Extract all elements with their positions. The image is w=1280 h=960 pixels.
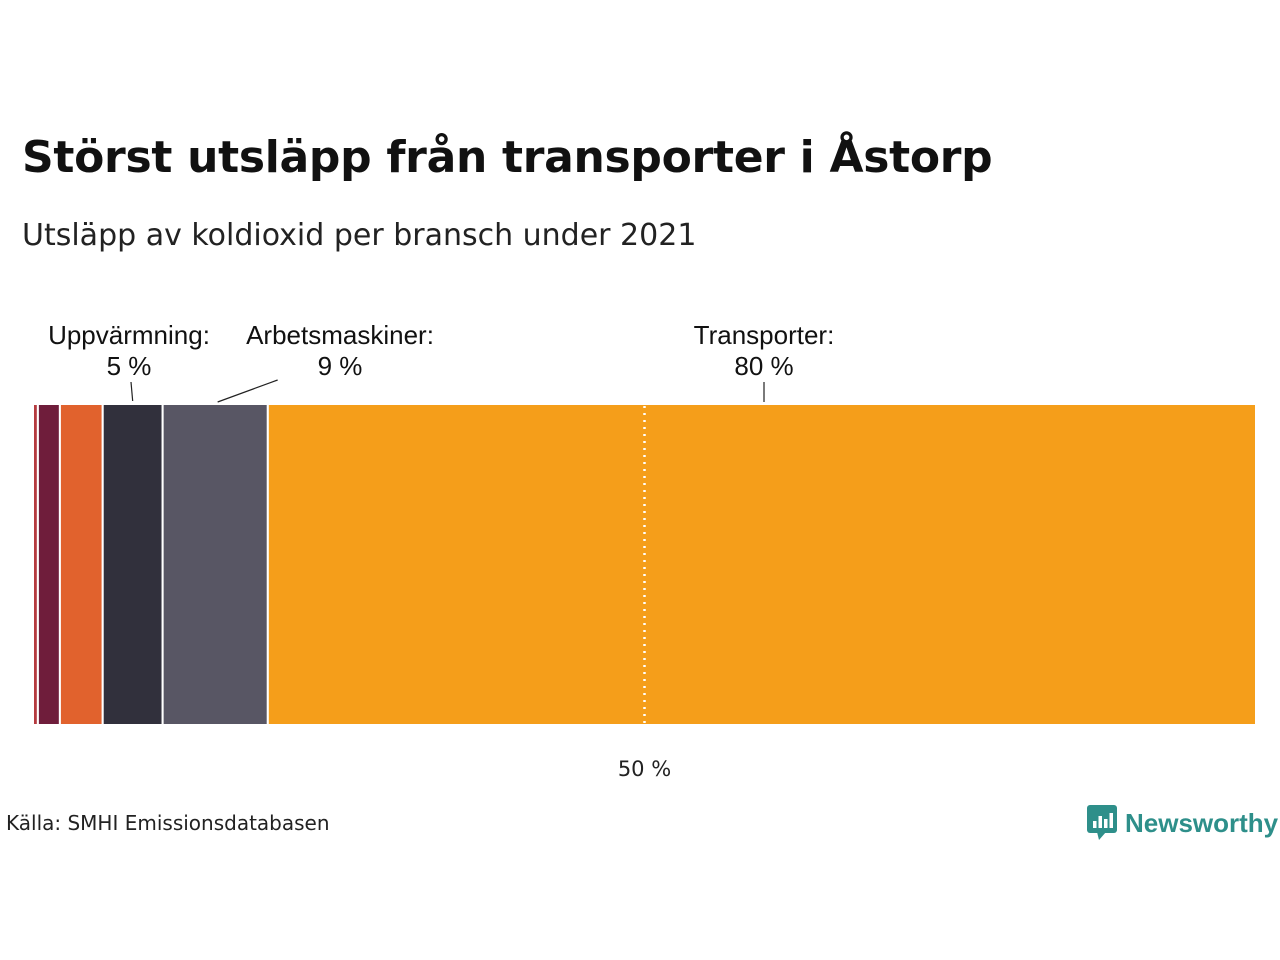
segment-label-arbetsmaskiner: Arbetsmaskiner: [246, 320, 434, 350]
segment-labels: Uppvärmning:5 % Arbetsmaskiner:9 % Transpo… [48, 320, 835, 403]
brand-logo: Newsworthy [1087, 803, 1278, 843]
segment-value-arbetsmaskiner: 9 % [318, 351, 363, 381]
stacked-bar-chart: Uppvärmning:5 % Arbetsmaskiner:9 % Transpo… [32, 320, 1258, 781]
segment-value-transporter: 80 % [734, 351, 793, 381]
bar-segment-other-2 [58, 403, 104, 726]
segment-label-transporter: Transporter: [694, 320, 835, 350]
segment-value-uppvärmning: 5 % [107, 351, 152, 381]
segment-leader-line-arbetsmaskiner [217, 379, 278, 403]
reference-line-label: 50 % [618, 757, 671, 781]
source-note: Källa: SMHI Emissionsdatabasen [6, 811, 330, 835]
newsworthy-logo-icon [1087, 805, 1117, 840]
bar-segments [32, 403, 1258, 726]
bar-segment-transporter [266, 403, 1258, 726]
bar-segment-arbetsmaskiner [161, 403, 269, 726]
bar-segment-uppvärmning [101, 403, 164, 726]
chart-title: Störst utsläpp från transporter i Åstorp [22, 132, 993, 183]
chart-subtitle: Utsläpp av koldioxid per bransch under 2… [22, 218, 697, 253]
segment-label-uppvärmning: Uppvärmning: [48, 320, 210, 350]
brand-name: Newsworthy [1125, 807, 1279, 838]
segment-leader-line-uppvärmning [130, 381, 134, 402]
bar-segment-other-1 [36, 403, 61, 726]
